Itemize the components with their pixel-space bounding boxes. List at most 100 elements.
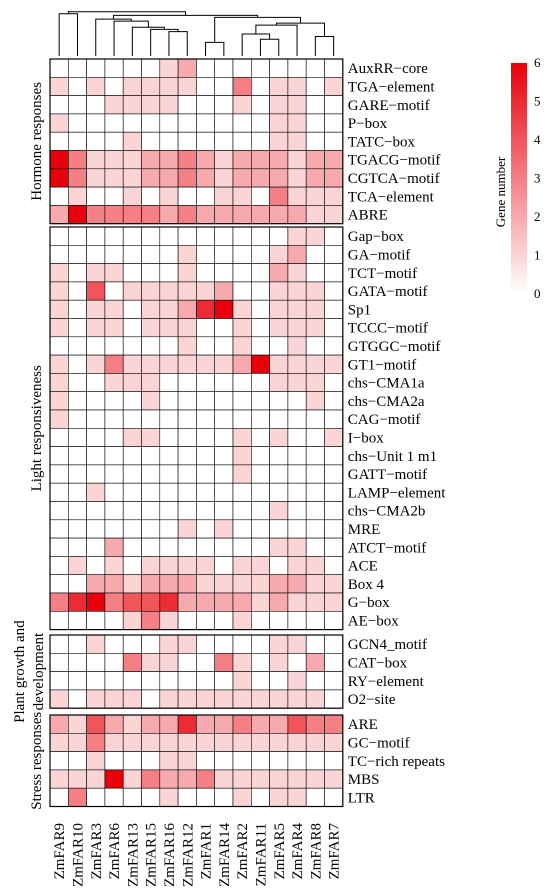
heatmap-cell-i-box-zmfar2 xyxy=(232,427,252,447)
heatmap-cell-chs-cma1a-zmfar12 xyxy=(177,373,197,392)
heatmap-cell-tca-element-zmfar7 xyxy=(324,186,344,206)
heatmap-cell-abre-zmfar16 xyxy=(159,205,179,224)
heatmap-cell-i-box-zmfar5 xyxy=(269,427,289,447)
heatmap-cell-tc-rich-repeats-zmfar16 xyxy=(159,751,179,771)
heatmap-cell-lamp-element-zmfar6 xyxy=(104,482,124,502)
heatmap-cell-tct-motif-zmfar16 xyxy=(159,263,179,283)
heatmap-cell-tc-rich-repeats-zmfar12 xyxy=(177,751,197,771)
dendrogram-branch xyxy=(150,28,179,56)
heatmap-cell-are-zmfar8 xyxy=(305,714,325,734)
heatmap-cell-gtggc-motif-zmfar16 xyxy=(159,336,179,356)
heatmap-cell-auxrr-core-zmfar6 xyxy=(104,58,124,78)
heatmap-cell-cat-box-zmfar16 xyxy=(159,652,179,672)
heatmap-cell-are-zmfar10 xyxy=(68,714,87,734)
heatmap-cell-sp1-zmfar1 xyxy=(196,299,215,319)
heatmap-cell-gt1-motif-zmfar7 xyxy=(324,354,344,374)
heatmap-cell-tatc-box-zmfar8 xyxy=(305,131,325,151)
heatmap-cell-lamp-element-zmfar7 xyxy=(324,482,344,502)
heatmap-cell-g-box-zmfar9 xyxy=(49,592,69,612)
column-label-zmfar2: ZmFAR2 xyxy=(235,823,251,879)
heatmap-cell-tct-motif-zmfar5 xyxy=(269,263,289,283)
heatmap-cell-tga-element-zmfar12 xyxy=(177,77,197,96)
heatmap-cell-gatt-motif-zmfar15 xyxy=(141,464,161,484)
dendrogram-branch xyxy=(113,20,149,56)
heatmap-cell-ace-zmfar10 xyxy=(68,556,87,576)
heatmap-cell-ry-element-zmfar11 xyxy=(251,671,270,691)
heatmap-cell-lamp-element-zmfar2 xyxy=(232,482,252,502)
heatmap-cell-ae-box-zmfar4 xyxy=(287,610,307,630)
heatmap-cell-tc-rich-repeats-zmfar11 xyxy=(251,751,270,771)
column-labels: ZmFAR9 ZmFAR10 ZmFAR3 ZmFAR6 ZmFAR13 ZmFAR15 Z… xyxy=(52,823,342,887)
heatmap-cell-chs-cma2a-zmfar14 xyxy=(214,391,234,411)
heatmap-cell-gcn4-motif-zmfar4 xyxy=(287,634,307,654)
row-label-cgtca-motif: CGTCA−motif xyxy=(348,171,440,187)
heatmap-cell-cat-box-zmfar4 xyxy=(287,652,307,672)
row-label-gatt-motif: GATT−motif xyxy=(348,467,427,483)
heatmap-cell-chs-cma2b-zmfar14 xyxy=(214,501,234,521)
heatmap-cell-p-box-zmfar4 xyxy=(287,113,307,133)
heatmap-cell-tga-element-zmfar2 xyxy=(232,77,252,96)
heatmap-cell-auxrr-core-zmfar8 xyxy=(305,58,325,78)
heatmap-cell-ry-element-zmfar6 xyxy=(104,671,124,691)
heatmap-cell-p-box-zmfar5 xyxy=(269,113,289,133)
heatmap-cell-o2-site-zmfar2 xyxy=(232,689,252,709)
dendrogram-branch xyxy=(131,26,165,56)
heatmap-cell-are-zmfar7 xyxy=(324,714,344,734)
row-label-ry-element: RY−element xyxy=(348,674,425,690)
heatmap-cell-chs-unit-1-m1-zmfar8 xyxy=(305,446,325,466)
heatmap-cell-tatc-box-zmfar14 xyxy=(214,131,234,151)
heatmap-cell-ga-motif-zmfar16 xyxy=(159,245,179,264)
heatmap-cell-gap-box-zmfar16 xyxy=(159,226,179,246)
heatmap-cell-gata-motif-zmfar5 xyxy=(269,281,289,301)
heatmap-cell-tct-motif-zmfar11 xyxy=(251,263,270,283)
heatmap-cell-ae-box-zmfar12 xyxy=(177,610,197,630)
heatmap-cell-tga-element-zmfar9 xyxy=(49,77,69,96)
heatmap-cell-chs-cma1a-zmfar2 xyxy=(232,373,252,392)
heatmap-cell-cag-motif-zmfar9 xyxy=(49,409,69,429)
heatmap-cell-gata-motif-zmfar7 xyxy=(324,281,344,301)
heatmap-cell-lamp-element-zmfar5 xyxy=(269,482,289,502)
heatmap-cell-i-box-zmfar11 xyxy=(251,427,270,447)
heatmap-cell-atct-motif-zmfar11 xyxy=(251,537,270,557)
heatmap-cell-gc-motif-zmfar10 xyxy=(68,732,87,752)
heatmap-cell-o2-site-zmfar9 xyxy=(49,689,69,709)
heatmap-cell-mbs-zmfar4 xyxy=(287,769,307,789)
heatmap-cell-gtggc-motif-zmfar10 xyxy=(68,336,87,356)
heatmap-cell-gcn4-motif-zmfar5 xyxy=(269,634,289,654)
heatmap-cell-gap-box-zmfar7 xyxy=(324,226,344,246)
heatmap-cell-atct-motif-zmfar14 xyxy=(214,537,234,557)
heatmap-cell-abre-zmfar13 xyxy=(122,205,142,224)
row-label-ga-motif: GA−motif xyxy=(348,247,411,263)
heatmap-cell-ry-element-zmfar1 xyxy=(196,671,215,691)
heatmap-cell-ga-motif-zmfar10 xyxy=(68,245,87,264)
heatmap-cell-gap-box-zmfar12 xyxy=(177,226,197,246)
heatmap-cell-chs-cma2a-zmfar1 xyxy=(196,391,215,411)
heatmap-cell-gare-motif-zmfar4 xyxy=(287,95,307,115)
heatmap-cell-gt1-motif-zmfar16 xyxy=(159,354,179,374)
heatmap-cell-tca-element-zmfar2 xyxy=(232,186,252,206)
heatmap-cell-gt1-motif-zmfar3 xyxy=(86,354,106,374)
heatmap-cell-chs-cma2b-zmfar8 xyxy=(305,501,325,521)
heatmap-cell-tatc-box-zmfar6 xyxy=(104,131,124,151)
heatmap-cell-mre-zmfar8 xyxy=(305,519,325,539)
heatmap-cell-gtggc-motif-zmfar12 xyxy=(177,336,197,356)
heatmap-cell-ltr-zmfar3 xyxy=(86,787,106,807)
heatmap-cell-cgtca-motif-zmfar15 xyxy=(141,168,161,188)
heatmap-cell-tccc-motif-zmfar10 xyxy=(68,318,87,338)
heatmap-cell-tct-motif-zmfar12 xyxy=(177,263,197,283)
dendrogram-branch xyxy=(259,38,280,56)
heatmap-cell-gcn4-motif-zmfar14 xyxy=(214,634,234,654)
heatmap-cell-chs-cma1a-zmfar13 xyxy=(122,373,142,392)
heatmap-cell-ae-box-zmfar14 xyxy=(214,610,234,630)
heatmap-cell-chs-cma2b-zmfar10 xyxy=(68,501,87,521)
heatmap-cell-ga-motif-zmfar15 xyxy=(141,245,161,264)
heatmap-cell-gare-motif-zmfar12 xyxy=(177,95,197,115)
heatmap-cell-gatt-motif-zmfar13 xyxy=(122,464,142,484)
heatmap-cell-ace-zmfar11 xyxy=(251,556,270,576)
heatmap-cell-tatc-box-zmfar2 xyxy=(232,131,252,151)
column-label-zmfar15: ZmFAR15 xyxy=(144,823,160,887)
heatmap-cell-tccc-motif-zmfar16 xyxy=(159,318,179,338)
row-label-gata-motif: GATA−motif xyxy=(348,284,428,300)
heatmap-cell-lamp-element-zmfar9 xyxy=(49,482,69,502)
